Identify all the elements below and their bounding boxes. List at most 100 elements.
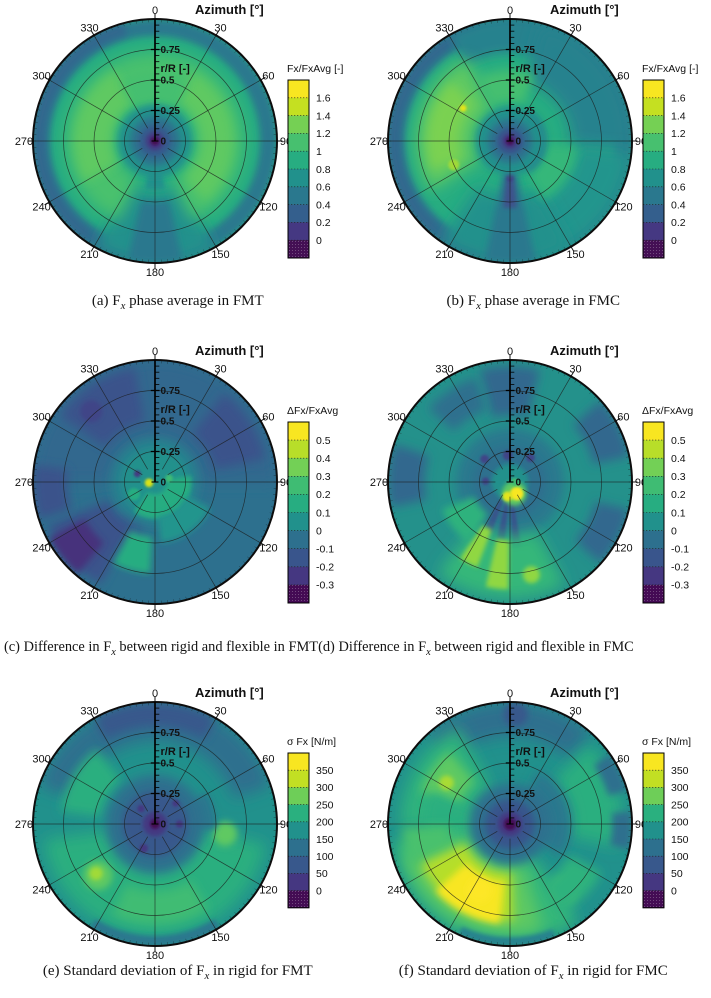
azimuth-tick-label: 180 <box>501 267 519 279</box>
colorbar-a: 1.6 1.4 1.2 1 0.8 0.6 0.4 0.2 0 Fx/FxAvg [-] <box>287 63 343 259</box>
caption-c-text-rest: between rigid and flexible in FMT <box>115 639 319 655</box>
colorbar-tick-label: 250 <box>671 799 689 811</box>
contour-field-a <box>33 19 277 263</box>
polar-contour-svg-b: 00.250.50.75r/R [-]030609012015018021024… <box>370 2 699 279</box>
radial-tick-label: 0.75 <box>161 386 181 397</box>
azimuth-tick-label: 30 <box>569 705 581 717</box>
radial-axis-e: 0 0.25 0.5 0.75 r/R [-] <box>150 702 190 831</box>
colorbar-tick-label: 0 <box>316 885 322 897</box>
azimuth-tick-label: 270 <box>370 819 388 831</box>
radial-tick-label: 0.5 <box>516 417 530 428</box>
colorbar-title: ΔFx/FxAvg <box>642 405 693 417</box>
azimuth-tick-label: 120 <box>614 201 632 213</box>
azimuth-tick-label: 0 <box>152 5 158 17</box>
azimuth-tick-label: 60 <box>262 70 274 82</box>
caption-a: (a) Fx phase average in FMT <box>0 292 356 315</box>
radial-tick-label: 0.75 <box>516 45 536 56</box>
caption-f-text-rest: in rigid for FMC <box>563 963 668 979</box>
azimuth-tick-label: 0 <box>152 346 158 358</box>
azimuth-tick-label: 330 <box>435 363 453 375</box>
colorbar-tick-label: 0.8 <box>316 164 331 176</box>
colorbar-tick-label: 350 <box>316 765 334 777</box>
azimuth-axis-title: Azimuth [°] <box>550 685 619 700</box>
radial-tick-label: 0.75 <box>161 45 181 56</box>
colorbar-tick-label: 0 <box>671 235 677 247</box>
colorbar-title: Fx/FxAvg [-] <box>287 63 343 75</box>
azimuth-tick-label: 330 <box>80 22 98 34</box>
colorbar-tick-label: 0 <box>316 235 322 247</box>
colorbar-tick-label: 1 <box>671 146 677 158</box>
azimuth-tick-label: 270 <box>370 477 388 489</box>
azimuth-tick-label: 300 <box>387 70 405 82</box>
azimuth-tick-label: 0 <box>507 346 513 358</box>
colorbar-tick-label: -0.3 <box>316 580 334 592</box>
azimuth-tick-label: 300 <box>387 411 405 423</box>
caption-f: (f) Standard deviation of Fx in rigid fo… <box>356 962 711 985</box>
azimuth-tick-label: 30 <box>569 22 581 34</box>
azimuth-tick-label: 30 <box>569 363 581 375</box>
caption-d-text-rest: between rigid and flexible in FMC <box>430 639 634 655</box>
caption-row-cd: (c) Difference in F x between rigid and f… <box>0 638 711 662</box>
colorbar-tick-label: 250 <box>316 799 334 811</box>
caption-c-text: (c) Difference in F <box>4 639 112 655</box>
radial-tick-label: 0.5 <box>161 76 175 87</box>
azimuth-tick-label: 0 <box>507 688 513 700</box>
polar-plot-b: 0 0.25 0.5 0.75 r/R [-] 0 30 60 90 120 150 180 210 24… <box>355 0 711 295</box>
caption-f-subscript: x <box>558 970 564 982</box>
radial-tick-label: 0.5 <box>161 417 175 428</box>
azimuth-tick-label: 330 <box>80 705 98 717</box>
caption-b-text-rest: phase average in FMC <box>480 293 621 309</box>
radial-tick-label: 0 <box>516 820 522 831</box>
colorbar-tick-label: 50 <box>316 868 328 880</box>
caption-e-text-rest: in rigid for FMT <box>209 963 313 979</box>
polar-contour-svg-f: 00.250.50.75r/R [-]030609012015018021024… <box>370 685 691 962</box>
colorbar-tick-label: 1 <box>316 146 322 158</box>
radial-axis-c: 0 0.25 0.5 0.75 r/R [-] <box>150 360 190 489</box>
colorbar-c: 0.5 0.4 0.3 0.2 0.1 0 -0.1 -0.2 -0.3 ΔFx/FxAvg <box>287 405 338 604</box>
colorbar-tick-label: 0.1 <box>316 507 331 519</box>
colorbar-tick-label: 0.3 <box>316 471 331 483</box>
caption-d-subscript: x <box>426 646 431 658</box>
colorbar-tick-label: 1.6 <box>671 93 686 105</box>
radial-tick-label: 0 <box>161 137 167 148</box>
colorbar-tick-label: 0.5 <box>316 435 331 447</box>
radial-axis-d: 0 0.25 0.5 0.75 r/R [-] <box>505 360 545 489</box>
azimuth-tick-label: 30 <box>214 705 226 717</box>
azimuth-tick-label: 60 <box>617 753 629 765</box>
azimuth-tick-label: 210 <box>80 249 98 261</box>
colorbar-tick-label: -0.2 <box>671 562 689 574</box>
azimuth-tick-label: 180 <box>146 950 164 962</box>
colorbar-tick-label: 350 <box>671 765 689 777</box>
colorbar-tick-label: 150 <box>671 834 689 846</box>
caption-b: (b) Fx phase average in FMC <box>356 292 711 315</box>
radial-tick-label: 0.25 <box>516 447 536 458</box>
colorbar-tick-label: 0.1 <box>671 507 686 519</box>
colorbar-tick-label: 0 <box>671 525 677 537</box>
azimuth-axis-title: Azimuth [°] <box>550 2 619 17</box>
colorbar-tick-label: 0 <box>316 525 322 537</box>
azimuth-tick-label: 120 <box>259 201 277 213</box>
azimuth-tick-label: 120 <box>614 542 632 554</box>
azimuth-tick-label: 0 <box>507 5 513 17</box>
colorbar-tick-label: 1.2 <box>316 128 331 140</box>
radial-tick-label: 0.25 <box>161 447 181 458</box>
polar-plot-c: 0 0.25 0.5 0.75 r/R [-] 0 30 60 90 120 150 180 210 24… <box>0 335 356 632</box>
radial-tick-label: 0.25 <box>516 789 536 800</box>
radial-tick-label: 0.75 <box>516 386 536 397</box>
caption-a-text: (a) F <box>91 293 121 309</box>
azimuth-tick-label: 150 <box>211 590 229 602</box>
azimuth-tick-label: 120 <box>259 542 277 554</box>
azimuth-tick-label: 240 <box>387 542 405 554</box>
azimuth-tick-label: 150 <box>566 590 584 602</box>
colorbar-tick-label: 150 <box>316 834 334 846</box>
colorbar-tick-label: -0.2 <box>316 562 334 574</box>
colorbar-tick-label: 0 <box>671 885 677 897</box>
polar-plot-f: 0 0.25 0.5 0.75 r/R [-] 0 30 60 90 120 150 180 210 24… <box>355 668 711 968</box>
azimuth-tick-label: 270 <box>15 136 33 148</box>
colorbar-tick-label: 1.2 <box>671 128 686 140</box>
